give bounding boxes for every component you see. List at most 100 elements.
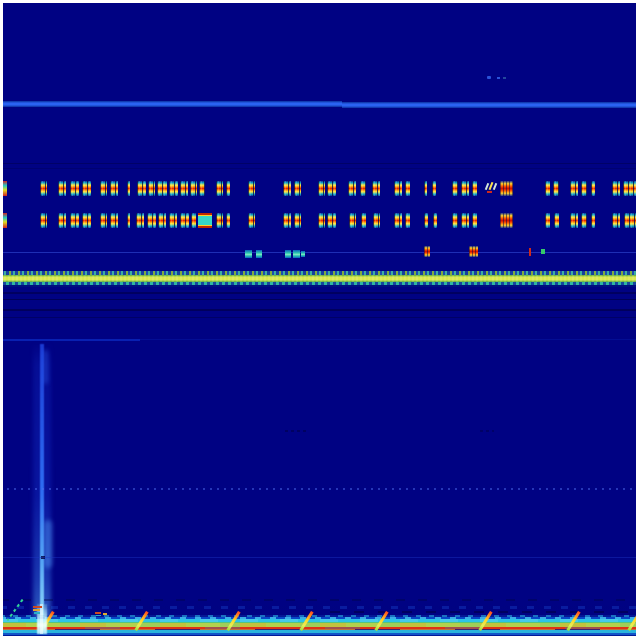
- sparse-mark-row-mark: [424, 246, 430, 257]
- bl-mark: [103, 613, 107, 615]
- streak-core: [40, 344, 44, 618]
- frame-left: [0, 0, 3, 640]
- sparse-mark-row-mark: [285, 250, 291, 258]
- barcode-row-2-mark: [361, 213, 366, 228]
- band-core: [0, 275, 640, 282]
- barcode-row-1-mark: [70, 181, 79, 196]
- faint-dark-line: [0, 163, 640, 164]
- barcode-row-2-mark: [581, 213, 587, 228]
- barcode-row-2-mark: [198, 213, 212, 228]
- barcode-row-2-mark: [82, 213, 91, 228]
- band-yellow-green-streaks: [0, 623, 640, 627]
- band-dashed-cyan-line: [0, 615, 640, 617]
- barcode-row-1-mark: [553, 181, 559, 196]
- pre-band-dark-dashes: [330, 611, 640, 613]
- barcode-row-1-mark: [623, 181, 637, 196]
- barcode-row-1-mark: [294, 181, 301, 196]
- barcode-row-2-mark: [169, 213, 177, 228]
- band-cyan-line: [0, 619, 640, 622]
- barcode-row-1-mark: [545, 181, 550, 196]
- barcode-row-2-mark: [136, 213, 144, 228]
- barcode-row-1-mark: [137, 181, 146, 196]
- barcode-row-1-mark: [461, 181, 469, 196]
- barcode-row-1-mark: [3, 181, 7, 196]
- barcode-row-2-mark: [349, 213, 356, 228]
- barcode-row-1-mark: [199, 181, 205, 196]
- barcode-row-2-mark: [40, 213, 47, 228]
- sparse-mark-row-mark: [245, 250, 252, 258]
- barcode-row-2-mark: [433, 213, 437, 228]
- barcode-row-1-mark: [226, 181, 230, 196]
- barcode-row-2-mark: [294, 213, 301, 228]
- frame-right: [636, 0, 640, 640]
- streak-head-blob: [43, 350, 48, 384]
- bl-mark: [34, 612, 40, 614]
- band-orange-line: [0, 629, 640, 630]
- barcode-row-2-mark: [216, 213, 223, 228]
- barcode-row-1-mark: [500, 181, 513, 196]
- sparse-mark-row-mark: [469, 246, 478, 257]
- barcode-row-2-mark: [248, 213, 255, 228]
- barcode-row-1-mark: [318, 181, 325, 196]
- barcode-row-1-mark: [190, 181, 197, 196]
- barcode-row-1-mark: [424, 181, 427, 196]
- dark-hline: [0, 299, 640, 300]
- dark-hline: [0, 317, 640, 318]
- band-green-edge: [0, 622, 640, 623]
- band-red-line-breaks: [0, 627, 640, 629]
- dark-hline: [0, 292, 640, 294]
- band-blue-line-dashes: [0, 617, 640, 619]
- barcode-row-1-mark: [127, 181, 130, 196]
- band-red-line: [0, 627, 640, 629]
- barcode-row-2-mark: [283, 213, 291, 228]
- barcode-row-1-mark: [157, 181, 167, 196]
- sparse-mark-row-mark: [541, 249, 545, 254]
- barcode-row-2-mark: [318, 213, 325, 228]
- sparse-mark-row-mark: [529, 248, 531, 256]
- dark-dots-430: [480, 430, 494, 432]
- dotted-hline-488: [0, 488, 640, 490]
- barcode-row-1-mark: [581, 181, 587, 196]
- band-core-texture: [0, 275, 640, 282]
- faint-hline-557: [0, 557, 640, 558]
- band-fringe-top: [0, 271, 640, 275]
- sparse-mark-row-mark: [293, 250, 300, 258]
- streak-bulge: [44, 520, 52, 568]
- blue-hline-right: [342, 102, 640, 108]
- barcode-row-2-mark: [100, 213, 107, 228]
- barcode-row-2-mark: [472, 213, 477, 228]
- faint-dark-line: [0, 168, 640, 169]
- barcode-row-2-mark: [226, 213, 230, 228]
- barcode-row-2-mark: [591, 213, 595, 228]
- band-under-edge: [0, 285, 640, 287]
- barcode-row-2-mark: [394, 213, 402, 228]
- bl-mark: [96, 615, 101, 616]
- barcode-row-2-mark: [452, 213, 458, 228]
- barcode-row-1-mark: [452, 181, 458, 196]
- band-yellow-green: [0, 623, 640, 627]
- barcode-row-2-mark: [158, 213, 166, 228]
- faint-hline-340: [0, 339, 140, 341]
- faint-hline-340: [140, 339, 640, 340]
- barcode-row-1-mark: [432, 181, 436, 196]
- sparse-mark-row-mark: [256, 250, 262, 258]
- blue-hline-left: [0, 101, 342, 107]
- barcode-row-1-mark: [570, 181, 578, 196]
- barcode-row-2-mark: [545, 213, 550, 228]
- bl-mark: [95, 612, 101, 614]
- barcode-row-1-mark: [348, 181, 356, 196]
- barcode-row-1-mark: [169, 181, 178, 196]
- barcode-row-2-mark: [424, 213, 428, 228]
- barcode-row-2-mark: [327, 213, 336, 228]
- barcode-row-2-mark: [127, 213, 130, 228]
- dark-dots-430: [285, 430, 307, 432]
- barcode-row-2-mark: [612, 213, 620, 228]
- pre-band-blue-dashes: [0, 606, 640, 609]
- frame-top: [0, 0, 640, 3]
- barcode-row-2-mark: [373, 213, 380, 228]
- barcode-row-1-mark: [405, 181, 410, 196]
- faint-blue-hline: [0, 252, 640, 253]
- speck-dot: [497, 77, 500, 79]
- barcode-row-2-mark: [570, 213, 578, 228]
